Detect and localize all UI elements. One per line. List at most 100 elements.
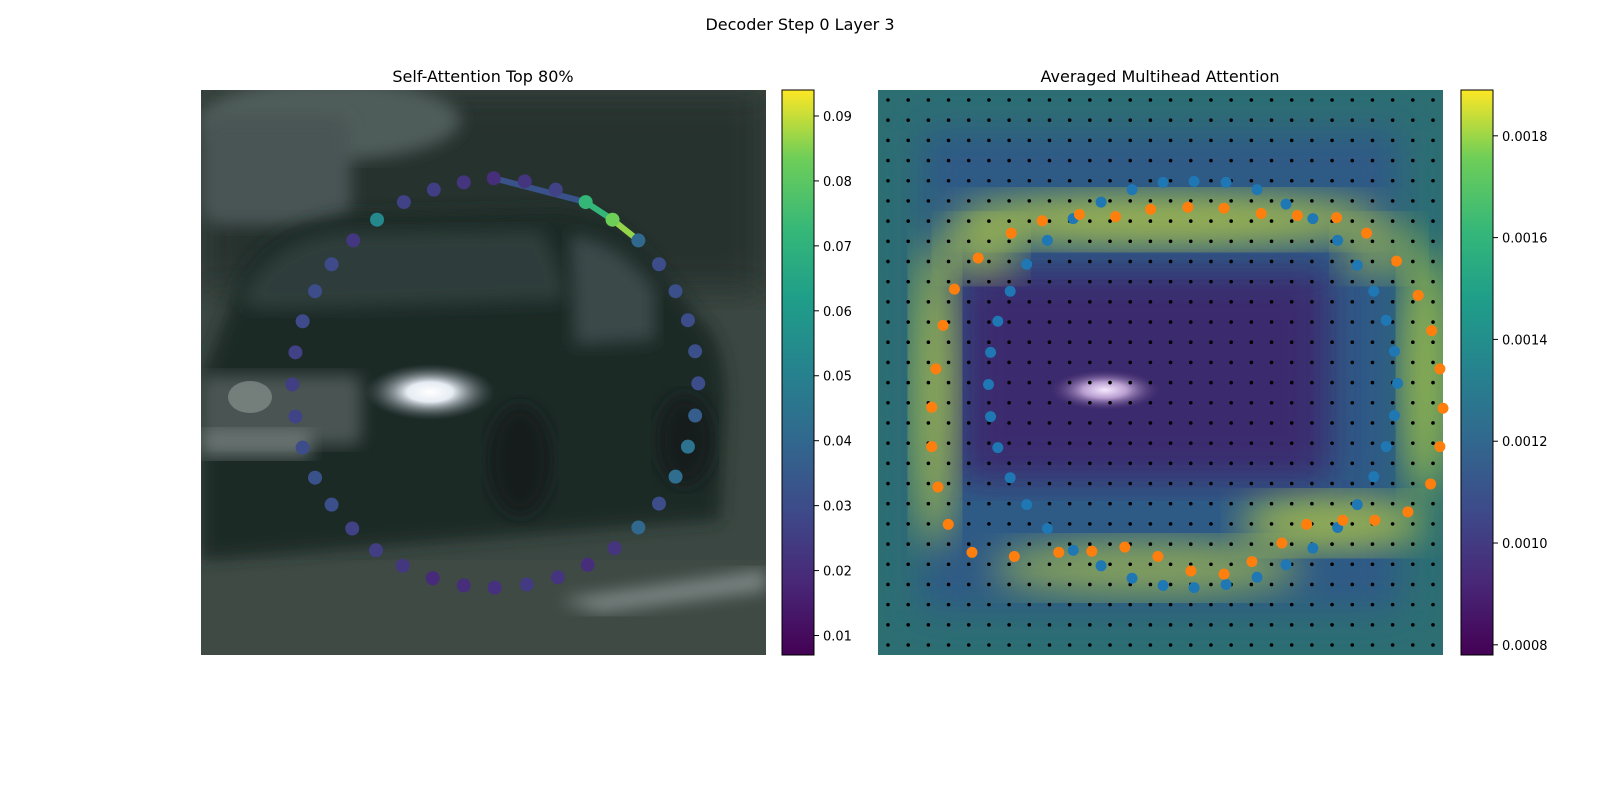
- grid-dot: [1047, 98, 1052, 102]
- left-panel-title: Self-Attention Top 80%: [392, 67, 573, 86]
- grid-dot: [1370, 602, 1375, 607]
- grid-dot: [1390, 279, 1395, 284]
- grid-dot: [1108, 158, 1112, 163]
- grid-dot: [1411, 300, 1415, 304]
- grid-dot: [1310, 239, 1314, 244]
- grid-dot: [966, 199, 971, 203]
- grid-dot: [987, 542, 991, 546]
- grid-dot: [1088, 542, 1092, 546]
- sampled-point: [972, 252, 984, 264]
- grid-dot: [1249, 360, 1254, 365]
- grid-dot: [1148, 400, 1153, 405]
- grid-dot: [1330, 259, 1334, 264]
- grid-dot: [1249, 340, 1254, 345]
- grid-dot: [1108, 400, 1112, 405]
- sampled-point: [1185, 565, 1197, 577]
- grid-dot: [1350, 602, 1355, 607]
- grid-dot: [1148, 360, 1153, 365]
- grid-dot: [1168, 158, 1173, 163]
- grid-dot: [1007, 400, 1011, 405]
- grid-dot: [1188, 279, 1193, 284]
- grid-dot: [906, 219, 910, 223]
- grid-dot: [1209, 542, 1213, 546]
- grid-dot: [966, 643, 971, 647]
- grid-dot: [1229, 360, 1233, 365]
- grid-dot: [1269, 199, 1274, 203]
- grid-dot: [1168, 522, 1173, 526]
- grid-dot: [1148, 380, 1153, 385]
- grid-dot: [1370, 138, 1375, 143]
- grid-dot: [1067, 98, 1072, 102]
- grid-dot: [1088, 441, 1092, 445]
- grid-dot: [1229, 300, 1233, 304]
- attention-point: [324, 497, 339, 512]
- grid-dot: [1269, 118, 1274, 122]
- grid-dot: [946, 582, 951, 587]
- grid-dot: [1411, 562, 1415, 567]
- grid-dot: [987, 98, 991, 102]
- grid-dot: [1229, 138, 1233, 143]
- grid-dot: [1390, 522, 1395, 526]
- grid-dot: [1148, 259, 1153, 264]
- grid-dot: [1411, 380, 1415, 385]
- grid-dot: [1168, 340, 1173, 345]
- grid-dot: [1370, 380, 1375, 385]
- colorbar-tick-label: 0.0008: [1502, 639, 1548, 654]
- grid-dot: [1249, 279, 1254, 284]
- grid-dot: [1229, 623, 1233, 627]
- attention-point: [688, 344, 703, 359]
- grid-dot: [1431, 643, 1435, 647]
- attention-point: [308, 470, 323, 485]
- grid-dot: [1067, 582, 1072, 587]
- grid-dot: [1168, 98, 1173, 102]
- grid-dot: [1007, 219, 1011, 223]
- sampled-point: [1086, 545, 1098, 557]
- sampled-point: [932, 481, 944, 493]
- grid-dot: [1007, 259, 1011, 264]
- grid-dot: [1411, 199, 1415, 203]
- right-panel: Averaged Multihead Attention 0.0008 0.001…: [878, 67, 1548, 656]
- grid-dot: [1289, 623, 1294, 627]
- grid-dot: [886, 178, 890, 183]
- grid-dot: [946, 501, 951, 506]
- grid-dot: [1310, 461, 1314, 466]
- grid-dot: [1229, 380, 1233, 385]
- grid-dot: [1249, 542, 1254, 546]
- grid-dot: [966, 320, 971, 324]
- colorbar-tick-label: 0.0014: [1502, 333, 1548, 348]
- grid-dot: [886, 158, 890, 163]
- grid-dot: [1209, 562, 1213, 567]
- grid-dot: [1108, 219, 1112, 223]
- grid-dot: [926, 643, 931, 647]
- grid-dot: [1330, 340, 1334, 345]
- grid-dot: [1330, 118, 1334, 122]
- grid-dot: [1067, 481, 1072, 486]
- grid-dot: [906, 461, 910, 466]
- grid-dot: [966, 219, 971, 223]
- grid-dot: [1289, 441, 1294, 445]
- grid-dot: [1128, 360, 1133, 365]
- grid-dot: [886, 602, 890, 607]
- grid-dot: [1350, 138, 1355, 143]
- grid-dot: [1289, 320, 1294, 324]
- grid-dot: [926, 178, 931, 183]
- grid-dot: [1128, 501, 1133, 506]
- grid-dot: [1007, 602, 1011, 607]
- grid-dot: [1289, 158, 1294, 163]
- grid-dot: [1350, 98, 1355, 102]
- grid-dot: [1229, 542, 1233, 546]
- grid-dot: [926, 300, 931, 304]
- grid-dot: [1007, 178, 1011, 183]
- grid-dot: [1188, 118, 1193, 122]
- reference-point: [983, 378, 995, 390]
- grid-dot: [1370, 259, 1375, 264]
- grid-dot: [886, 380, 890, 385]
- grid-dot: [1249, 501, 1254, 506]
- grid-dot: [1148, 138, 1153, 143]
- grid-dot: [1007, 542, 1011, 546]
- grid-dot: [1168, 219, 1173, 223]
- grid-dot: [1249, 219, 1254, 223]
- grid-dot: [1431, 158, 1435, 163]
- grid-dot: [1289, 178, 1294, 183]
- grid-dot: [1027, 542, 1032, 546]
